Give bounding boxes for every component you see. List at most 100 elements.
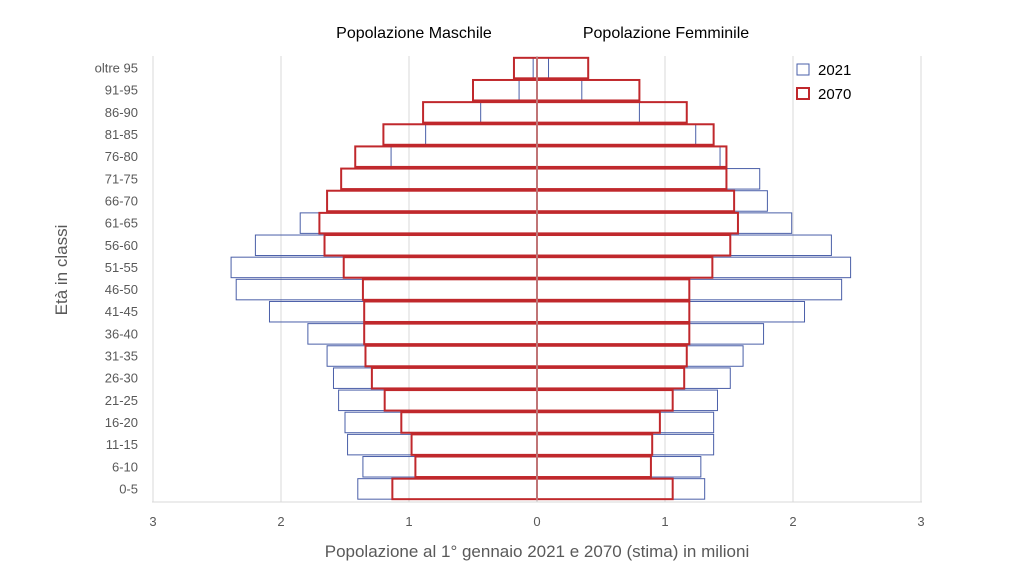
x-tick-label: 2 [277,514,284,529]
category-label: 0-5 [119,481,138,496]
bar-2070-male-11-15 [410,433,538,456]
bar-2021-female-oltre-95 [536,57,550,79]
bar-2021-female-16-20 [536,411,715,434]
legend-label-2021: 2021 [818,62,851,79]
bar-2021-male-16-20 [344,411,538,434]
category-label: 51-55 [105,260,138,275]
bar-2070-female-46-50 [536,278,691,301]
category-label: 56-60 [105,238,138,253]
bar-2021-female-41-45 [536,300,806,323]
bar-2070-male-71-75 [340,167,538,191]
bar-2021-male-66-70 [326,190,538,212]
x-tick-label: 3 [917,514,924,529]
bar-2070-male-31-35 [364,344,539,368]
bar-2021-male-26-30 [332,367,538,389]
bar-2021-female-11-15 [536,433,715,456]
bar-2021-female-81-85 [536,123,697,146]
legend-label-2070: 2070 [818,86,851,103]
bar-2070-female-21-25 [536,389,674,412]
category-label: 16-20 [105,415,138,430]
bar-2021-male-86-90 [480,101,538,124]
bar-2070-female-66-70 [536,189,736,213]
category-label: 11-15 [106,437,138,452]
bar-2021-male-21-25 [338,389,538,412]
bar-2070-male-51-55 [342,256,538,279]
bar-2021-male-61-65 [299,212,538,234]
bar-2021-female-86-90 [536,101,640,124]
legend-swatch-2021 [796,63,810,76]
bar-2070-male-56-60 [323,234,538,257]
category-label: 6-10 [112,459,138,474]
x-axis-title: Popolazione al 1° gennaio 2021 e 2070 (s… [325,542,750,561]
bar-2070-female-81-85 [536,123,715,146]
category-labels: 0-5 6-10 11-15 16-20 21-25 26-30 31-35 36-40 41-… [95,61,138,497]
bar-2070-male-41-45 [363,300,539,323]
bar-2070-male-6-10 [414,455,538,479]
x-tick-label: 2 [789,514,796,529]
category-label: 41-45 [105,304,138,319]
bar-2021-male-51-55 [230,256,538,279]
legend-swatch-2070 [796,87,810,100]
category-label: oltre 95 [95,61,138,76]
bar-2021-female-26-30 [536,367,731,389]
bar-2021-male-81-85 [425,123,538,146]
category-label: 21-25 [105,393,138,408]
bar-2070-female-41-45 [536,300,691,323]
female-header: Popolazione Femminile [583,25,749,42]
bar-2021-male-11-15 [347,433,538,456]
x-tick-label: 1 [661,514,668,529]
bar-2021-female-6-10 [536,456,702,478]
bar-2021-male-36-40 [307,323,538,345]
category-label: 81-85 [105,127,138,142]
bar-2070-male-86-90 [422,101,538,124]
bar-2070-male-0-5 [391,477,538,501]
bar-2070-female-91-95 [536,78,641,102]
bar-2070-female-71-75 [536,167,728,191]
bar-2021-female-61-65 [536,212,793,234]
bar-2021-male-31-35 [326,345,538,367]
category-label: 46-50 [105,282,138,297]
category-label: 61-65 [105,216,138,231]
x-tick-labels: 3 2 1 0 1 2 3 [149,514,924,529]
bar-2021-female-31-35 [536,345,744,367]
bar-2070-female-oltre-95 [536,56,590,80]
bar-2070-female-11-15 [536,433,654,456]
bar-2021-female-36-40 [536,323,765,345]
category-label: 31-35 [105,349,138,364]
bar-2070-female-86-90 [536,101,688,124]
bar-2070-male-26-30 [370,366,538,390]
bar-2021-female-66-70 [536,190,768,212]
bar-2070-male-46-50 [361,278,539,301]
bar-2021-female-0-5 [536,478,706,500]
bar-2070-female-51-55 [536,256,714,279]
bar-2021-female-21-25 [536,389,718,412]
x-tick-label: 0 [533,514,540,529]
category-label: 86-90 [105,105,138,120]
bar-2021-male-6-10 [362,456,538,478]
bar-2070-female-36-40 [536,322,691,346]
bar-2070-female-31-35 [536,344,688,368]
x-tick-label: 3 [149,514,156,529]
category-label: 76-80 [105,149,138,164]
bar-2070-female-56-60 [536,234,732,257]
category-label: 71-75 [105,171,138,186]
bar-2070-female-6-10 [536,455,652,479]
bar-2070-female-61-65 [536,211,739,235]
bar-2070-female-0-5 [536,477,674,501]
bar-2070-male-21-25 [383,389,538,412]
bar-2021-male-56-60 [254,234,538,257]
y-axis-title: Età in classi [52,225,71,316]
bar-2070-female-26-30 [536,366,686,390]
category-label: 91-95 [105,83,138,98]
category-label: 66-70 [105,193,138,208]
x-tick-label: 1 [405,514,412,529]
category-label: 26-30 [105,371,138,386]
bar-2021-male-71-75 [340,168,538,190]
bar-2021-male-41-45 [268,300,538,323]
bar-2021-female-51-55 [536,256,852,279]
bar-2021-male-76-80 [390,145,538,168]
bar-2021-female-56-60 [536,234,832,257]
male-header: Popolazione Maschile [336,25,492,42]
bar-2070-female-76-80 [536,145,728,168]
